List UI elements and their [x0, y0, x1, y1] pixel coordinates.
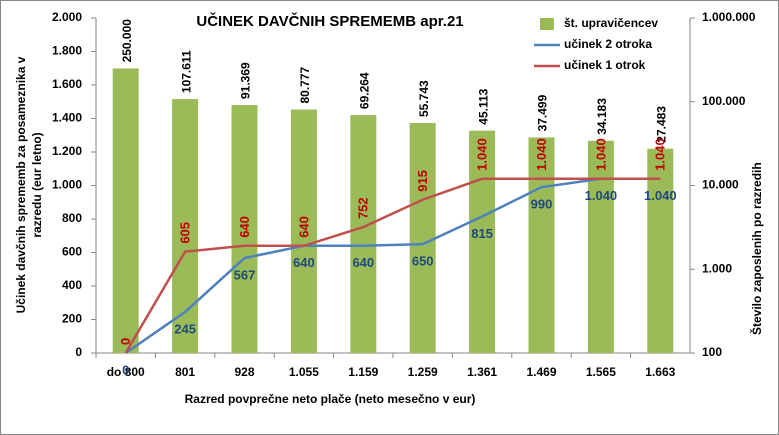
line-label: 0: [118, 338, 133, 345]
bar: [528, 137, 555, 353]
y-tick-label: 200: [62, 312, 82, 326]
legend-label: št. upravičencev: [564, 16, 658, 30]
bar: [469, 130, 496, 353]
bar-label: 250.000: [120, 19, 134, 63]
chart-title: UČINEK DAVČNIH SPREMEMB apr.21: [196, 12, 463, 30]
y-tick-label: 400: [62, 278, 82, 292]
bar: [409, 123, 436, 353]
legend-label: učinek 1 otrok: [564, 58, 646, 72]
x-axis-label: Razred povprečne neto plače (neto mesečn…: [185, 392, 476, 406]
y-tick-label: 2.000: [52, 10, 82, 24]
y-tick-label: 0: [75, 345, 82, 359]
bar-label: 27.483: [654, 106, 668, 143]
line-label: 650: [412, 254, 434, 269]
y2-tick-label: 10.000: [702, 178, 739, 192]
x-tick-label: 1.469: [526, 365, 556, 379]
legend-label: učinek 2 otroka: [564, 37, 652, 51]
bar-label: 55.743: [417, 80, 431, 117]
y-tick-label: 600: [62, 245, 82, 259]
y-tick-label: 1.200: [52, 144, 82, 158]
bar: [587, 140, 614, 353]
line-label: 752: [356, 197, 371, 219]
bar: [231, 105, 258, 353]
bar-label: 91.369: [239, 62, 253, 99]
x-tick-label: 1.259: [408, 365, 438, 379]
bar-label: 37.499: [536, 94, 550, 131]
line-label: 1.040: [593, 138, 608, 171]
y2-tick-label: 100: [702, 345, 722, 359]
line-label: 1.040: [653, 138, 668, 171]
line-label: 990: [531, 197, 553, 212]
x-tick-label: 1.663: [645, 365, 675, 379]
y-tick-label: 1.600: [52, 77, 82, 91]
bar-label: 45.113: [476, 88, 490, 124]
x-tick-label: 1.361: [467, 365, 497, 379]
x-tick-label: 1.055: [289, 365, 319, 379]
bar: [350, 115, 377, 354]
line-label: 1.040: [475, 138, 490, 171]
line-label: 1.040: [585, 188, 618, 203]
y2-tick-label: 1.000.000: [702, 10, 756, 24]
y2-tick-label: 100.000: [702, 94, 746, 108]
line-label: 640: [293, 255, 315, 270]
bar-label: 69.264: [357, 72, 371, 109]
line-label: 567: [234, 267, 256, 282]
line-label: 605: [178, 222, 193, 244]
line-label: 640: [352, 255, 374, 270]
y-axis-label: Učinek davčnih sprememb za posameznika v…: [14, 56, 44, 313]
x-tick-label: 1.565: [586, 365, 616, 379]
line: [124, 177, 661, 355]
line-label: 915: [415, 170, 430, 192]
line-label: 1.040: [644, 188, 677, 203]
y2-tick-label: 1.000: [702, 261, 732, 275]
bar: [112, 68, 139, 354]
x-tick-label: 928: [234, 365, 254, 379]
y-tick-label: 1.800: [52, 44, 82, 58]
y-tick-label: 1.400: [52, 111, 82, 125]
line-label: 815: [471, 226, 493, 241]
line-label: 0: [122, 362, 129, 377]
bar-label: 34.183: [595, 98, 609, 135]
line: [124, 177, 661, 354]
bar: [290, 109, 317, 354]
x-tick-label: do 800: [107, 365, 145, 379]
legend-swatch: [540, 18, 554, 30]
line-label: 1.040: [534, 138, 549, 171]
y2-axis-label: Število zaposlenih po razredih: [749, 162, 764, 335]
bar-label: 107.611: [179, 50, 193, 93]
bar-label: 80.777: [298, 66, 312, 103]
y-tick-label: 800: [62, 211, 82, 225]
y-tick-label: 1.000: [52, 178, 82, 192]
x-tick-label: 1.159: [348, 365, 378, 379]
bar: [647, 148, 674, 353]
line-label: 245: [174, 321, 196, 336]
line-label: 640: [237, 216, 252, 238]
x-tick-label: 801: [175, 365, 195, 379]
line-label: 640: [296, 216, 311, 238]
